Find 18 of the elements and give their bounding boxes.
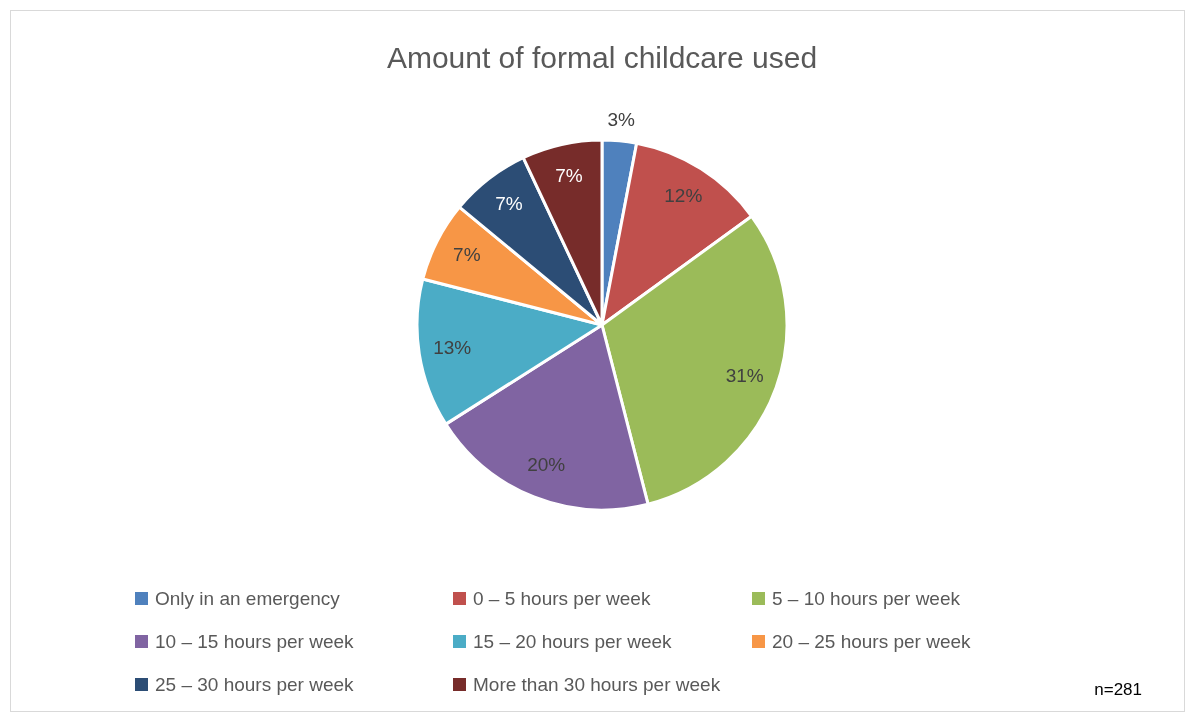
data-label: 12%: [664, 185, 703, 207]
data-label: 3%: [607, 109, 636, 131]
legend-label: 20 – 25 hours per week: [772, 630, 971, 653]
legend-label: 10 – 15 hours per week: [155, 630, 354, 653]
data-label: 31%: [725, 364, 764, 386]
legend-label: 0 – 5 hours per week: [473, 587, 651, 610]
legend-label: 15 – 20 hours per week: [473, 630, 672, 653]
legend-label: 5 – 10 hours per week: [772, 587, 961, 610]
legend-label: More than 30 hours per week: [473, 673, 721, 696]
data-label: 7%: [453, 244, 481, 266]
text: n=281: [1094, 680, 1142, 700]
data-label: 7%: [495, 193, 523, 215]
chart-title: Amount of formal childcare used: [386, 41, 818, 75]
legend-label: Only in an emergency: [155, 587, 340, 610]
data-label: 20%: [527, 454, 566, 476]
data-label: 13%: [433, 336, 472, 358]
data-label: 7%: [555, 165, 583, 187]
legend-label: 25 – 30 hours per week: [155, 673, 354, 696]
